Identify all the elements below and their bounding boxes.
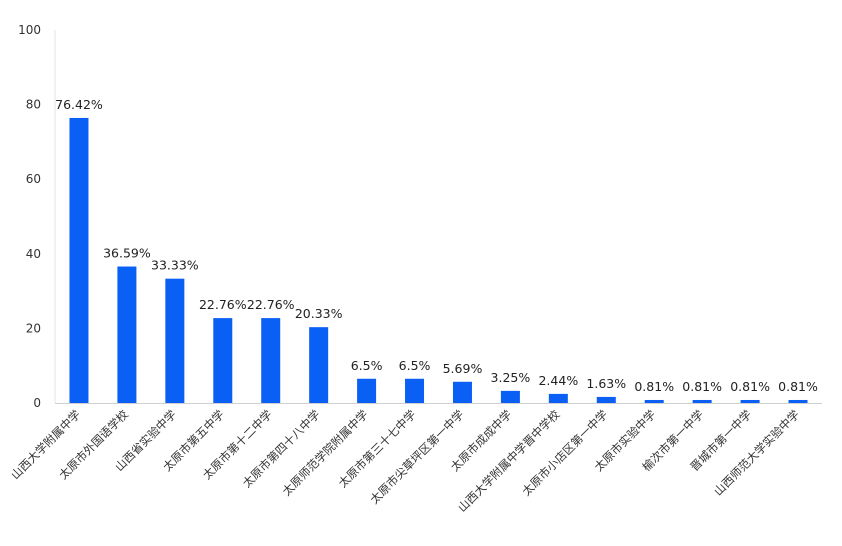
- bar-value-label: 20.33%: [295, 306, 343, 321]
- y-tick-label: 20: [26, 321, 41, 335]
- bar-value-label: 0.81%: [730, 379, 770, 394]
- x-category-label: 太原市小店区第一中学: [519, 407, 610, 498]
- bar: [740, 399, 760, 403]
- bar-value-label: 76.42%: [55, 97, 103, 112]
- bar-value-label: 36.59%: [103, 246, 151, 261]
- x-category-label: 太原市尖草坪区第一中学: [367, 407, 466, 506]
- bar: [261, 318, 281, 403]
- bar-value-label: 0.81%: [682, 379, 722, 394]
- bar-value-label: 3.25%: [491, 370, 531, 385]
- bar-value-label: 33.33%: [151, 258, 199, 273]
- y-tick-label: 80: [26, 98, 41, 112]
- y-tick-label: 60: [26, 172, 41, 186]
- bar-value-label: 22.76%: [199, 297, 247, 312]
- bar-value-label: 22.76%: [247, 297, 295, 312]
- bar: [692, 399, 712, 403]
- bar: [309, 327, 329, 403]
- bar: [69, 117, 89, 403]
- bar-value-label: 0.81%: [634, 379, 674, 394]
- bar: [788, 399, 808, 403]
- y-tick-label: 40: [26, 247, 41, 261]
- x-category-label: 山西师范大学实验中学: [711, 407, 802, 498]
- y-tick-label: 100: [18, 23, 41, 37]
- y-tick-label: 0: [33, 396, 41, 410]
- bar-value-label: 6.5%: [351, 358, 383, 373]
- bar: [452, 381, 472, 403]
- bar-value-label: 6.5%: [399, 358, 431, 373]
- bar: [117, 266, 137, 403]
- bar: [213, 318, 233, 403]
- bar: [405, 378, 425, 403]
- x-category-label: 太原师范学院附属中学: [279, 407, 370, 498]
- bar-value-label: 5.69%: [443, 361, 483, 376]
- bar: [644, 399, 664, 403]
- bar-value-label: 0.81%: [778, 379, 818, 394]
- bar: [165, 278, 185, 403]
- bar: [548, 393, 568, 403]
- bar: [357, 378, 377, 403]
- bar: [596, 396, 616, 403]
- bar-value-label: 1.63%: [586, 376, 626, 391]
- bar: [500, 390, 520, 403]
- bar-value-label: 2.44%: [538, 373, 578, 388]
